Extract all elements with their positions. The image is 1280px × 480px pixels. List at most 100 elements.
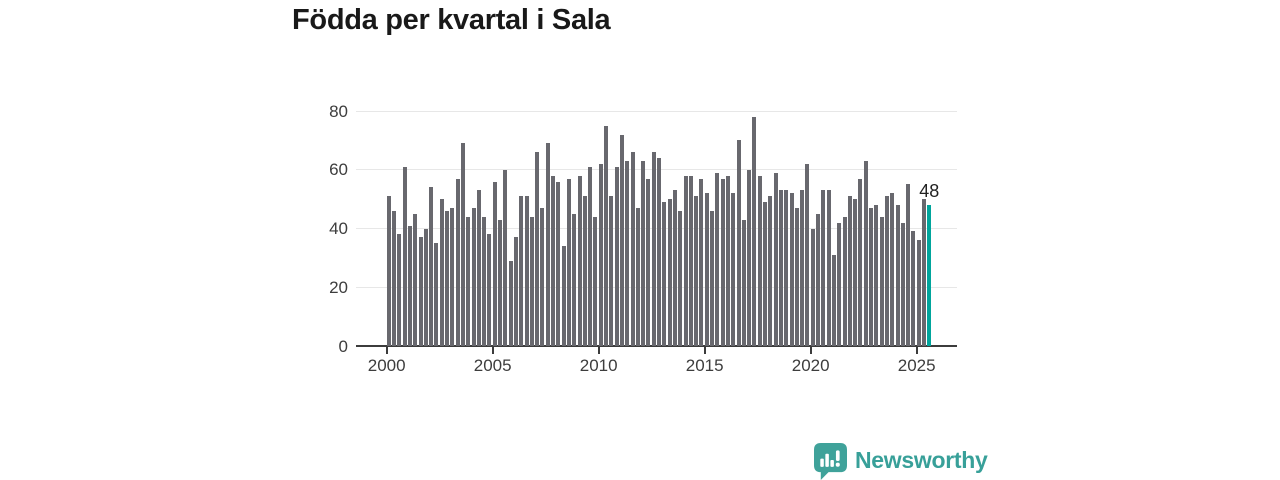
y-tick-label: 0	[338, 336, 348, 356]
bar	[418, 237, 423, 346]
bar	[837, 222, 842, 346]
bar	[704, 193, 709, 346]
bar	[725, 175, 730, 346]
bar	[768, 196, 773, 346]
x-tick-mark	[597, 347, 600, 354]
bar	[566, 178, 571, 346]
gridline	[356, 110, 957, 112]
x-tick-mark	[491, 347, 494, 354]
bar	[821, 190, 826, 346]
bar	[741, 219, 746, 346]
bar	[662, 202, 667, 346]
newsworthy-logo: Newsworthy	[814, 443, 988, 480]
bar	[773, 172, 778, 346]
bar	[784, 190, 789, 346]
bar	[720, 178, 725, 346]
bar	[672, 190, 677, 346]
gridline	[356, 286, 957, 288]
bar	[906, 184, 911, 346]
y-tick-label: 40	[329, 219, 348, 238]
bar	[752, 116, 757, 346]
gridline	[356, 228, 957, 229]
bar	[609, 196, 614, 346]
bar	[863, 160, 868, 346]
x-tick-label: 2015	[685, 356, 724, 375]
bar	[386, 196, 391, 346]
bar	[455, 178, 460, 346]
bar	[826, 190, 831, 346]
bar	[413, 213, 418, 346]
bar	[789, 193, 794, 346]
x-tick-mark	[915, 347, 918, 354]
x-tick-mark	[703, 347, 706, 354]
bar	[429, 187, 434, 346]
bar	[879, 216, 884, 346]
x-tick-label: 2005	[473, 356, 512, 375]
bar	[683, 175, 688, 346]
bar	[540, 207, 545, 346]
bar	[588, 166, 593, 346]
bar	[524, 196, 529, 346]
bar	[736, 140, 741, 346]
x-tick-mark	[809, 347, 812, 354]
bar	[466, 216, 471, 346]
bar	[916, 240, 921, 346]
bar	[635, 207, 640, 346]
bar	[551, 175, 555, 346]
bar	[476, 190, 481, 346]
bar	[392, 210, 396, 346]
bar	[487, 234, 492, 346]
bar	[535, 152, 540, 346]
bar	[911, 231, 916, 346]
bar	[847, 196, 852, 346]
bar	[831, 254, 836, 346]
y-tick-label: 60	[329, 160, 348, 180]
y-tick-label: 80	[329, 101, 348, 121]
bar	[450, 207, 455, 346]
x-tick-label: 2000	[367, 356, 406, 375]
bar	[445, 210, 449, 346]
bar	[778, 190, 783, 346]
bar	[816, 213, 820, 346]
bar	[667, 199, 672, 346]
bar	[858, 178, 863, 346]
bar	[423, 228, 428, 346]
bar	[397, 234, 402, 346]
bar	[593, 216, 598, 346]
bar	[678, 210, 683, 346]
bar	[402, 166, 407, 346]
bar	[513, 237, 518, 346]
bar	[715, 172, 720, 346]
bar	[651, 152, 656, 346]
latest-value-label: 48	[919, 181, 940, 201]
bar	[619, 134, 624, 346]
bar	[699, 178, 704, 346]
bar	[747, 169, 752, 346]
bar	[471, 207, 476, 346]
bar	[794, 207, 799, 346]
bar	[874, 205, 879, 346]
bar	[922, 199, 926, 346]
bar	[561, 246, 566, 346]
page-title: Födda per kvartal i Sala	[292, 4, 611, 36]
bar	[460, 143, 465, 346]
highlighted-bar	[927, 205, 932, 346]
bar	[556, 181, 561, 346]
bar	[614, 166, 619, 346]
bar	[890, 193, 895, 346]
bar	[694, 196, 699, 346]
bar	[853, 199, 858, 346]
bar	[763, 202, 767, 346]
bar	[710, 210, 714, 346]
bar	[810, 228, 815, 346]
bar	[630, 152, 635, 346]
bar	[805, 163, 810, 346]
bar	[800, 190, 805, 346]
x-tick-mark	[385, 347, 388, 354]
bar	[657, 158, 661, 346]
bar	[884, 196, 889, 346]
bar	[498, 219, 502, 346]
newsworthy-logo-icon	[814, 443, 847, 480]
x-tick-label: 2010	[579, 356, 618, 375]
bar	[508, 260, 513, 346]
